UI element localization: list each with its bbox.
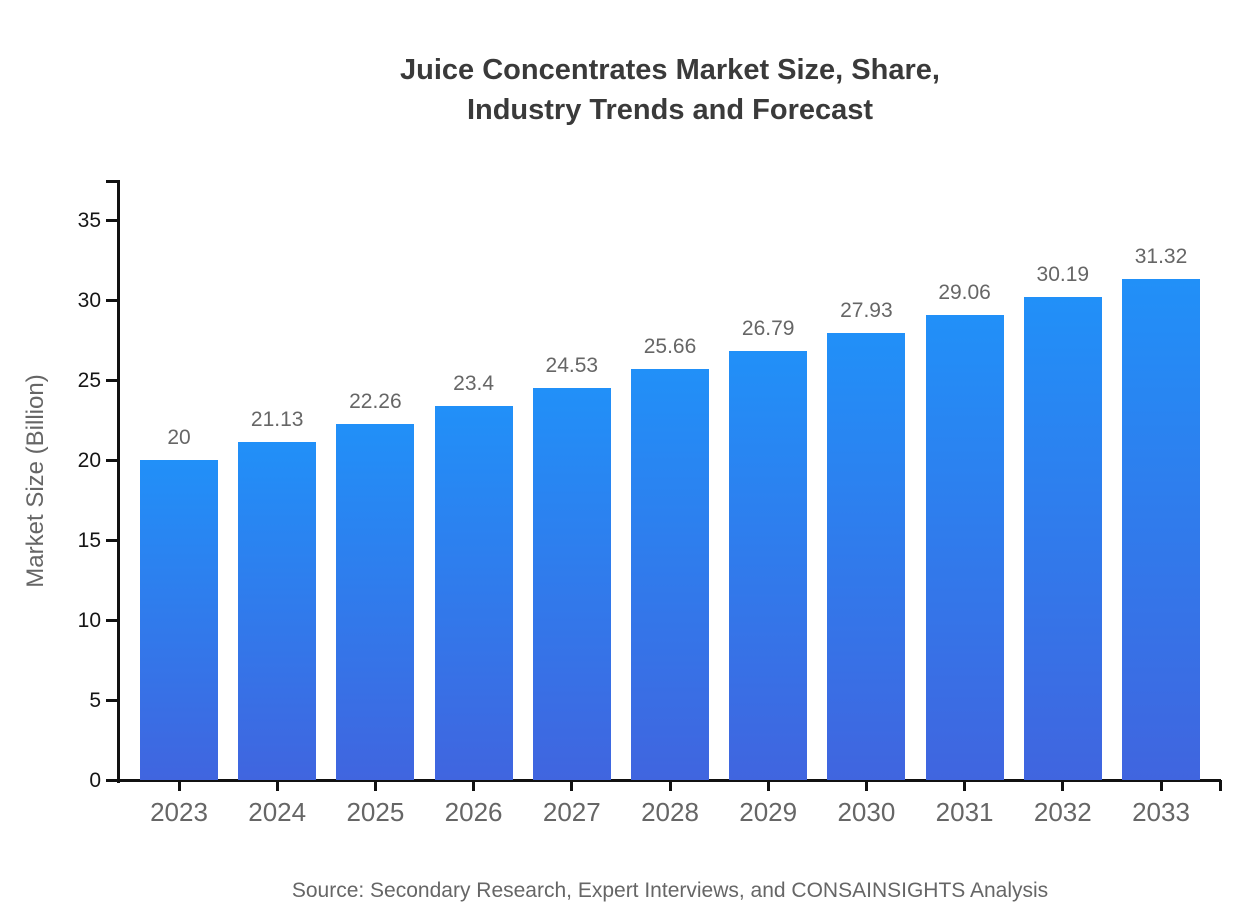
y-tick [106,219,117,222]
x-tick-label: 2023 [150,797,208,827]
y-tick-label: 20 [77,449,101,472]
y-tick-label: 35 [77,209,101,232]
x-tick-label: 2025 [346,797,405,827]
y-tick-label: 30 [77,289,101,312]
bar-value-label: 24.53 [545,353,599,377]
x-tick-label: 2028 [641,797,699,827]
source-note: Source: Secondary Research, Expert Inter… [291,879,1049,902]
chart-title-line2: Industry Trends and Forecast [466,94,874,126]
bar [631,369,709,780]
bar-value-label: 30.19 [1036,262,1090,286]
y-tick [106,779,117,782]
bar-value-label: 20 [167,426,191,449]
x-tick-label: 2033 [1132,797,1190,827]
plot-area: 0 5 10 15 20 25 30 35 20 2023 21.13 2024 22.26 2025 23… [78,180,1222,827]
y-tick [106,539,117,542]
x-tick [1061,780,1065,791]
x-tick [963,780,967,791]
bar [434,405,513,780]
bar [729,351,808,780]
bar-value-label: 22.26 [349,389,402,413]
bar [238,441,317,780]
bar-value-label: 31.32 [1134,244,1188,268]
x-tick [570,780,574,791]
x-tick-label: 2024 [248,797,307,827]
chart-title-line1: Juice Concentrates Market Size, Share, [400,54,940,86]
x-tick [373,780,377,791]
x-tick [275,780,279,791]
bar-value-label: 26.79 [741,317,795,341]
bar [1023,296,1102,780]
y-tick-label: 10 [77,609,101,632]
y-tick [106,699,117,702]
x-tick-label: 2031 [935,797,994,827]
y-axis-end-tick [106,180,117,183]
bar-value-label: 27.93 [840,299,893,323]
x-tick [177,780,181,791]
y-tick [106,379,117,382]
bar-value-label: 25.66 [643,335,697,359]
x-tick [766,780,770,791]
x-tick-label: 2029 [739,797,798,827]
bar [336,423,415,780]
bar [532,387,611,780]
y-tick-label: 25 [77,369,101,392]
x-tick [668,780,672,791]
chart-title: Juice Concentrates Market Size, Share, I… [119,50,1221,130]
bar [925,315,1004,780]
bar-value-label: 21.13 [250,407,304,431]
x-tick [472,780,476,791]
x-tick-label: 2026 [444,797,503,827]
y-axis-title: Market Size (Billion) [22,374,49,588]
bar-value-label: 23.4 [453,371,495,395]
y-tick [106,619,117,622]
y-tick-label: 15 [77,529,101,552]
y-tick-label: 0 [89,769,101,792]
x-tick-label: 2027 [542,797,601,827]
x-tick [1159,780,1163,791]
x-tick [864,780,868,791]
y-tick [106,299,117,302]
y-tick-label: 5 [89,689,101,712]
x-axis-end-tick [1219,780,1222,791]
x-tick-label: 2032 [1033,797,1092,827]
bar-value-label: 29.06 [938,281,991,305]
y-tick [106,459,117,462]
y-axis-line [117,180,120,783]
bar [827,333,906,780]
x-tick-label: 2030 [837,797,896,827]
bar [1122,278,1200,780]
bar [140,460,218,780]
